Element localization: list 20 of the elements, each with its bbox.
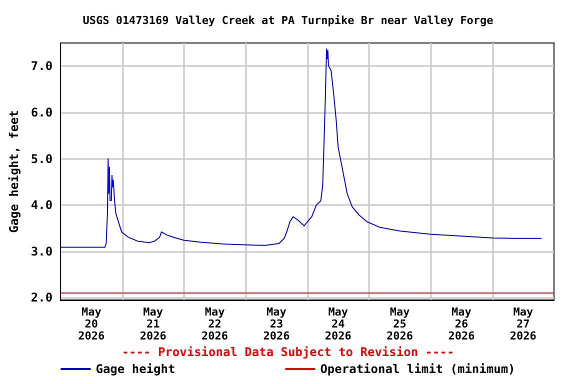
x-tick-label: May 21 2026 [140, 306, 167, 342]
x-tick-label: May 24 2026 [324, 306, 352, 342]
x-tick-label: May 26 2026 [448, 306, 476, 342]
chart-title: USGS 01473169 Valley Creek at PA Turnpike Br near Valley Forge [82, 14, 494, 27]
y-tick-label: 7.0 [30, 59, 53, 74]
y-axis-title: Gage height, feet [7, 110, 21, 233]
line-series [60, 48, 542, 248]
y-tick-label: 6.0 [30, 105, 53, 120]
legend-label: Gage height [96, 362, 176, 376]
legend-label: Operational limit (minimum) [320, 362, 516, 376]
x-tick-label: May 25 2026 [386, 306, 414, 342]
y-tick-label: 4.0 [30, 198, 53, 212]
x-tick-label: May 23 2026 [263, 306, 290, 342]
text: ---- Provisional Data Subject to Revision ---- [122, 345, 454, 359]
y-tick-label: 3.0 [30, 244, 53, 258]
x-tick-label: May 22 2026 [202, 306, 228, 342]
y-tick-label: 5.0 [30, 152, 53, 166]
x-tick-label: May 20 2026 [78, 306, 106, 342]
y-tick-label: 2.0 [30, 290, 53, 305]
x-tick-label: May 27 2026 [510, 306, 537, 342]
